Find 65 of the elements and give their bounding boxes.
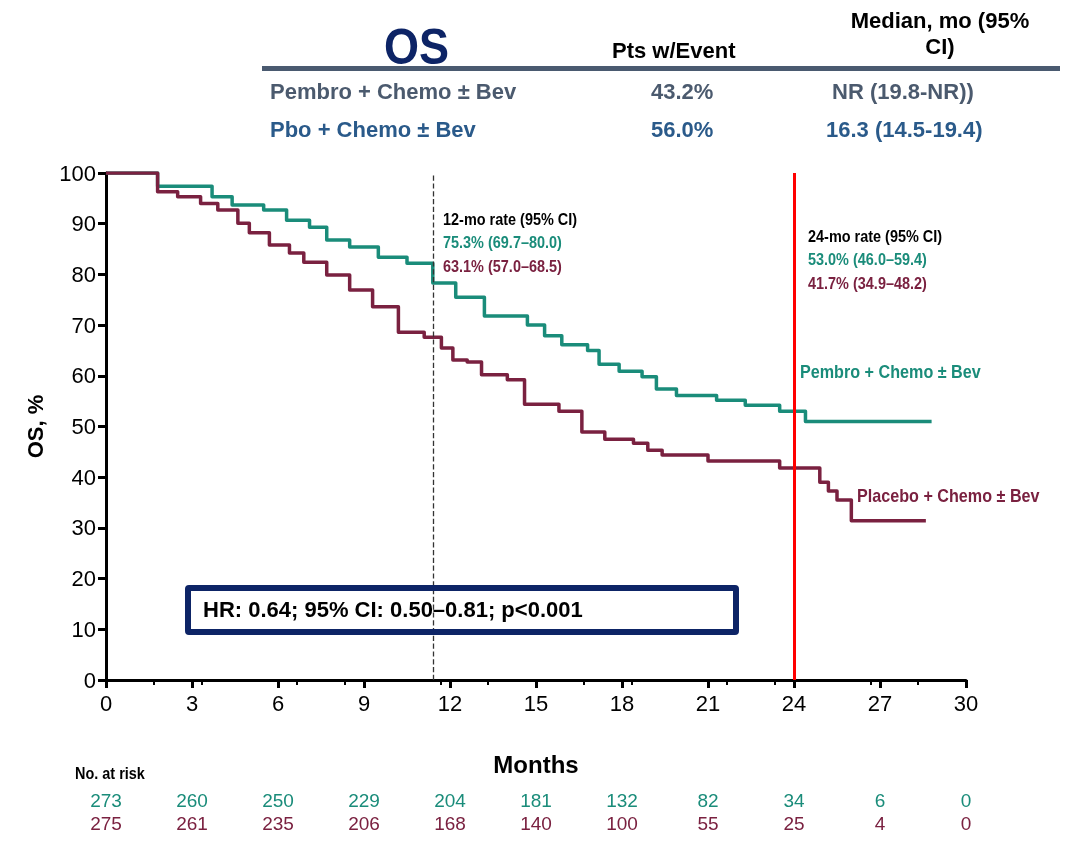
- text: NR (19.8-NR)): [832, 79, 974, 105]
- x-tick-label: 24: [781, 690, 807, 716]
- text: 275: [89, 813, 123, 835]
- y-tick-label: 80: [71, 261, 96, 287]
- text: 206: [347, 813, 381, 835]
- text: 140: [519, 813, 553, 835]
- x-tick-label: 18: [609, 690, 635, 716]
- annotation: 75.3% (69.7–80.0): [443, 233, 562, 253]
- y-tick-label: 10: [71, 616, 96, 642]
- x-tick-label: 3: [185, 690, 199, 716]
- chart-title: OS: [384, 18, 450, 76]
- text: 16.3 (14.5-19.4): [826, 117, 983, 143]
- text: Pembro + Chemo ± Bev: [270, 79, 517, 105]
- text-box: HR: 0.64; 95% CI: 0.50–0.81; p<0.001: [185, 585, 739, 635]
- text: 43.2%: [651, 79, 714, 105]
- y-tick-label: 50: [71, 414, 96, 439]
- y-tick-label: 100: [59, 160, 96, 186]
- text: 250: [261, 790, 295, 812]
- annotation: 41.7% (34.9–48.2): [808, 274, 927, 294]
- x-tick-label: 0: [99, 690, 113, 716]
- text: 181: [519, 790, 553, 812]
- text: 34: [782, 790, 806, 812]
- text: 55: [696, 813, 720, 835]
- text: 0: [959, 790, 973, 812]
- text: Pbo + Chemo ± Bev: [270, 117, 476, 143]
- series-label: Pembro + Chemo ± Bev: [799, 360, 981, 383]
- y-axis-title: OS, %: [22, 394, 48, 459]
- text: 0: [959, 813, 973, 835]
- annotation: 63.1% (57.0–68.5): [443, 257, 562, 277]
- text: 100: [605, 813, 639, 835]
- text: 273: [89, 790, 123, 812]
- y-tick-label: 90: [71, 211, 96, 237]
- text: 6: [873, 790, 887, 812]
- annotation: 53.0% (46.0–59.4): [808, 250, 927, 270]
- text: 4: [873, 813, 887, 835]
- text: 260: [175, 790, 209, 812]
- text: Median, mo (95% CI): [849, 8, 1031, 60]
- y-tick-label: 30: [71, 515, 96, 541]
- y-tick-label: 40: [71, 464, 96, 490]
- x-tick-label: 9: [357, 690, 371, 716]
- x-tick-label: 27: [867, 690, 893, 716]
- annotation: 12-mo rate (95% CI): [443, 210, 578, 230]
- text: 261: [175, 813, 209, 835]
- text: 132: [605, 790, 639, 812]
- text: 229: [347, 790, 381, 812]
- x-tick-label: 30: [953, 690, 979, 716]
- text: 56.0%: [651, 117, 714, 143]
- x-tick-label: 21: [695, 690, 721, 716]
- x-axis-title: Months: [493, 750, 579, 778]
- text: 235: [261, 813, 295, 835]
- text: 168: [433, 813, 467, 835]
- annotation: 24-mo rate (95% CI): [808, 227, 943, 247]
- text: 82: [696, 790, 720, 812]
- text: 25: [782, 813, 806, 835]
- text: Pts w/Event: [612, 38, 736, 64]
- y-tick-label: 20: [71, 566, 96, 592]
- y-tick-label: 70: [71, 312, 96, 338]
- x-tick-label: 15: [523, 690, 549, 716]
- text: 204: [433, 790, 467, 812]
- x-tick-label: 6: [271, 690, 285, 716]
- text: No. at risk: [75, 764, 145, 784]
- x-tick-label: 12: [437, 690, 463, 716]
- series-label: Placebo + Chemo ± Bev: [857, 484, 1040, 507]
- y-tick-label: 60: [71, 363, 96, 389]
- y-tick-label: 0: [83, 667, 96, 693]
